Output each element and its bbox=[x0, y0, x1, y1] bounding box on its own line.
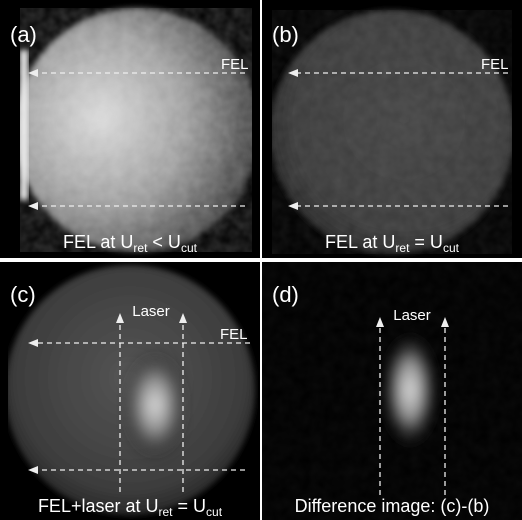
caption-subscript: ret bbox=[159, 505, 174, 519]
caption-text: FEL+laser at U bbox=[38, 496, 159, 516]
caption-subscript: ret bbox=[133, 241, 148, 255]
caption-text: FEL at U bbox=[63, 232, 133, 252]
figure: (a) (b) (c) (d) FEL FEL Laser FEL Laser … bbox=[0, 0, 522, 520]
annotation: Laser bbox=[393, 307, 431, 324]
annotation: Laser bbox=[132, 303, 170, 320]
caption-subscript: ret bbox=[395, 241, 410, 255]
caption-text: < U bbox=[147, 232, 181, 252]
panel-label: (a) bbox=[10, 22, 37, 47]
caption-text: FEL at U bbox=[325, 232, 395, 252]
caption: FEL at Uret < Ucut bbox=[63, 232, 198, 255]
annotation: FEL bbox=[220, 326, 248, 343]
panel-label: (d) bbox=[272, 282, 299, 307]
caption: Difference image: (c)-(b) bbox=[295, 496, 490, 516]
panel-d-image bbox=[262, 262, 522, 520]
separator bbox=[0, 258, 522, 262]
annotation: FEL bbox=[221, 56, 249, 73]
annotation: FEL bbox=[481, 56, 509, 73]
caption-text: = U bbox=[409, 232, 443, 252]
panel-c-image bbox=[5, 265, 255, 515]
caption-text: = U bbox=[173, 496, 207, 516]
caption-text: Difference image: (c)-(b) bbox=[295, 496, 490, 516]
caption-subscript: cut bbox=[443, 241, 460, 255]
caption-subscript: cut bbox=[206, 505, 223, 519]
panel-label: (b) bbox=[272, 22, 299, 47]
panel-label: (c) bbox=[10, 282, 36, 307]
caption: FEL+laser at Uret = Ucut bbox=[38, 496, 223, 519]
caption-subscript: cut bbox=[181, 241, 198, 255]
caption: FEL at Uret = Ucut bbox=[325, 232, 460, 255]
panel-b-image bbox=[270, 10, 514, 254]
panel-a-image bbox=[15, 8, 259, 252]
